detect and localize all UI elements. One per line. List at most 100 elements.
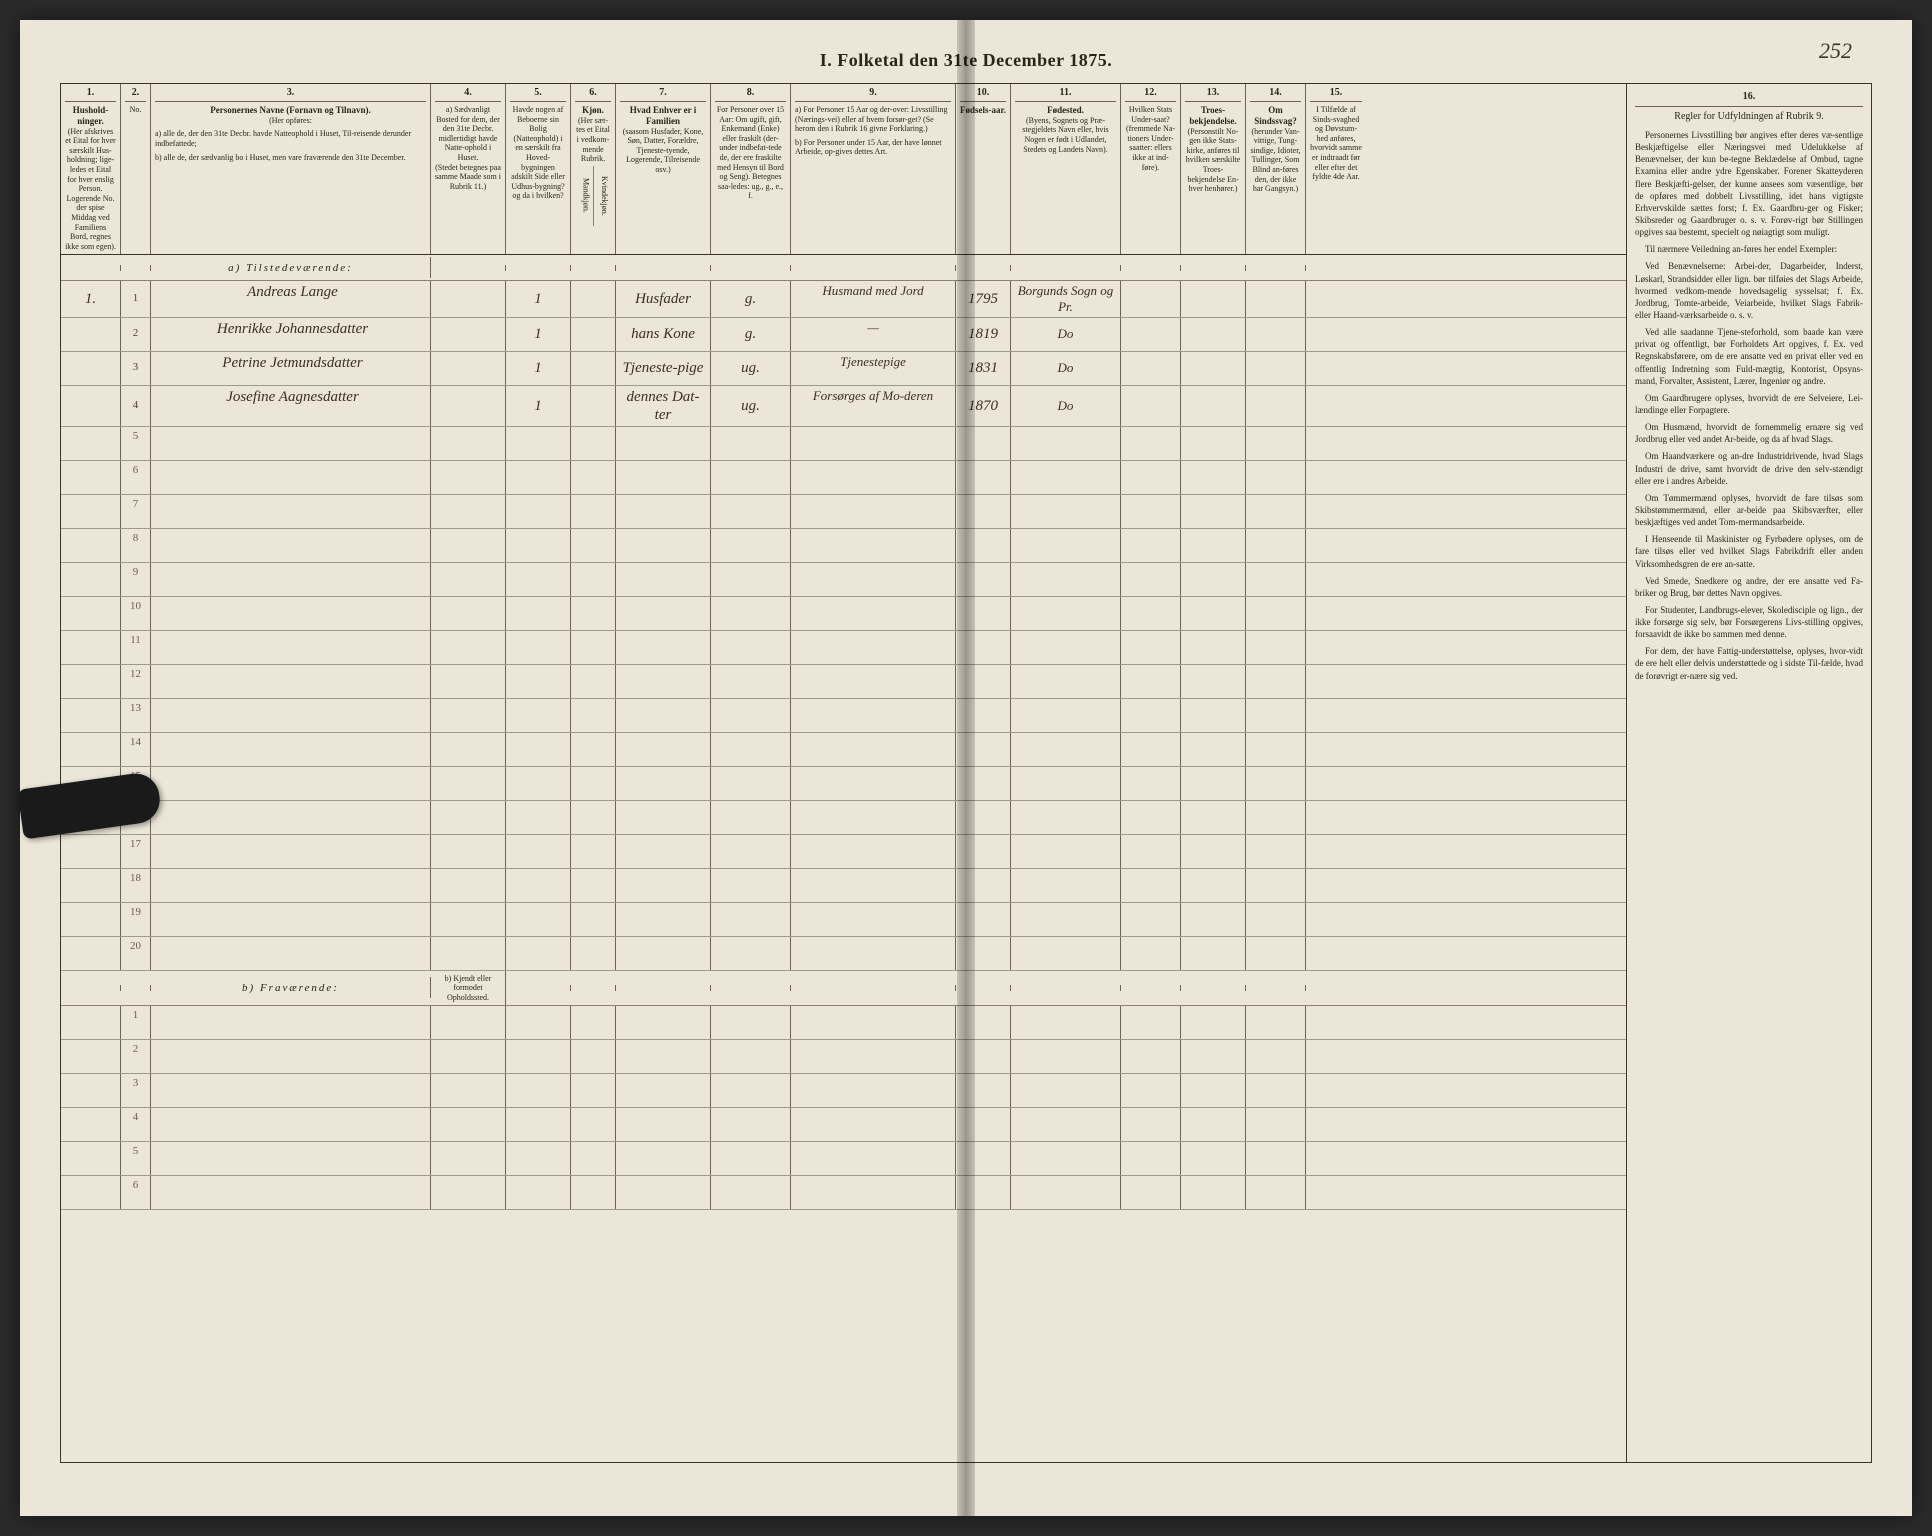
col-label: Havde nogen af Beboerne sin Bolig (Natte…	[510, 105, 566, 201]
col-4-header: 4. a) Sædvanligt Bosted for dem, der den…	[431, 84, 506, 254]
cell-no: 4	[121, 1108, 151, 1141]
empty-rows-b: 1 2	[61, 1006, 1626, 1210]
instructions-body: Personernes Livsstilling bør angives eft…	[1635, 129, 1863, 682]
instruction-paragraph: For Studenter, Landbrugs-elever, Skoledi…	[1635, 604, 1863, 640]
cell-13	[1181, 352, 1246, 385]
cell-5: 1	[506, 386, 571, 426]
table-row: 4 Josefine Aagnesdatter 1 dennes Dat-ter…	[61, 386, 1626, 427]
cell-no: 1	[121, 281, 151, 316]
col-num: 9.	[795, 87, 951, 102]
cell-occupation: Husmand med Jord	[791, 281, 956, 316]
col-num: 7.	[620, 87, 706, 102]
instruction-paragraph: Om Tømmermænd oplyses, hvorvidt de fare …	[1635, 492, 1863, 528]
cell-6	[571, 386, 616, 426]
page-title: I. Folketal den 31te December 1875.	[60, 50, 1872, 71]
instruction-paragraph: Ved alle saadanne Tjene-steforhold, som …	[1635, 326, 1863, 387]
cell-13	[1181, 318, 1246, 351]
cell-12	[1121, 281, 1181, 316]
cell-no: 7	[121, 495, 151, 528]
col-sub: (Stedet betegnes paa samme Maade som i R…	[435, 163, 501, 192]
table-row: 1	[61, 1006, 1626, 1040]
table-row: 17	[61, 835, 1626, 869]
col-6-m: Mandkjøn.	[575, 166, 594, 226]
cell-family: Tjeneste-pige	[616, 352, 711, 385]
col-num: 8.	[715, 87, 786, 102]
table-row: 6	[61, 461, 1626, 495]
cell-marital: g.	[711, 318, 791, 351]
table-row: 5	[61, 1142, 1626, 1176]
cell-birthplace: Do	[1011, 318, 1121, 351]
col-sub: (Her sæt-tes et Eital i vedkom-mende Rub…	[575, 116, 611, 164]
col-num: 12.	[1125, 87, 1176, 102]
cell-6	[571, 281, 616, 316]
col-15-header: 15. I Tilfælde af Sinds-svaghed og Døvst…	[1306, 84, 1366, 254]
col-1-header: 1. Hushold-ninger. (Her afskrives et Eit…	[61, 84, 121, 254]
col-label: a) Sædvanligt Bosted for dem, der den 31…	[435, 105, 501, 163]
col-16-num: 16.	[1635, 90, 1863, 107]
col-label: Hvad Enhver er i Familien	[620, 105, 706, 127]
cell-5: 1	[506, 318, 571, 351]
cell-no: 18	[121, 869, 151, 902]
table-row: 20	[61, 937, 1626, 971]
table-row: 4	[61, 1108, 1626, 1142]
table-row: 16	[61, 801, 1626, 835]
instruction-paragraph: Personernes Livsstilling bør angives eft…	[1635, 129, 1863, 238]
cell-name: Josefine Aagnesdatter	[151, 386, 431, 426]
col-num: 3.	[155, 87, 426, 102]
col-label-a: a) For Personer 15 Aar og der-over: Livs…	[795, 105, 951, 134]
cell-household	[61, 352, 121, 385]
cell-no: 12	[121, 665, 151, 698]
cell-no: 9	[121, 563, 151, 596]
cell-12	[1121, 386, 1181, 426]
table-row: 1. 1 Andreas Lange 1 Husfader g. Husmand…	[61, 281, 1626, 317]
col-12-header: 12. Hvilken Stats Under-saat? (fremmede …	[1121, 84, 1181, 254]
cell-4	[431, 386, 506, 426]
cell-15	[1306, 281, 1366, 316]
col-label-b: b) For Personer under 15 Aar, der have l…	[795, 138, 951, 157]
table-row: 2 Henrikke Johannesdatter 1 hans Kone g.…	[61, 318, 1626, 352]
col-sub: (Her afskrives et Eital for hver særskil…	[65, 127, 116, 252]
cell-no: 14	[121, 733, 151, 766]
col-13-header: 13. Troes-bekjendelse. (Personstilt No-g…	[1181, 84, 1246, 254]
cell-no: 20	[121, 937, 151, 970]
col-label: Fødested.	[1015, 105, 1116, 116]
cell-13	[1181, 281, 1246, 316]
cell-5: 1	[506, 281, 571, 316]
cell-family: Husfader	[616, 281, 711, 316]
cell-no: 17	[121, 835, 151, 868]
instruction-paragraph: For dem, der have Fattig-understøttelse,…	[1635, 645, 1863, 681]
col-2-header: 2. No.	[121, 84, 151, 254]
cell-no: 10	[121, 597, 151, 630]
table-row: 9	[61, 563, 1626, 597]
instruction-paragraph: Om Gaardbrugere oplyses, hvorvidt de ere…	[1635, 392, 1863, 416]
col-sub-a: a) alle de, der den 31te Decbr. havde Na…	[155, 129, 426, 148]
cell-name: Petrine Jetmundsdatter	[151, 352, 431, 385]
cell-6	[571, 352, 616, 385]
table-body: a) Tilstedeværende: 1. 1 Andreas Lang	[61, 255, 1626, 1462]
cell-no: 2	[121, 1040, 151, 1073]
col-num: 2.	[125, 87, 146, 102]
table-row: 5	[61, 427, 1626, 461]
table-row: 2	[61, 1040, 1626, 1074]
cell-no: 11	[121, 631, 151, 664]
cell-5: 1	[506, 352, 571, 385]
col-label: I Tilfælde af Sinds-svaghed og Døvstum-h…	[1310, 105, 1362, 182]
cell-no: 1	[121, 1006, 151, 1039]
col-num: 10.	[960, 87, 1006, 102]
table-row: 7	[61, 495, 1626, 529]
cell-no: 6	[121, 1176, 151, 1209]
right-instructions: 16. Regler for Udfyldningen af Rubrik 9.…	[1626, 84, 1871, 1462]
col-num: 5.	[510, 87, 566, 102]
cell-12	[1121, 318, 1181, 351]
cell-14	[1246, 352, 1306, 385]
cell-occupation: Forsørges af Mo-deren	[791, 386, 956, 426]
col-num: 15.	[1310, 87, 1362, 102]
col-8-header: 8. For Personer over 15 Aar: Om ugift, g…	[711, 84, 791, 254]
section-b-text: b) Fraværende:	[151, 977, 431, 998]
col-6-k: Kvindekjøn.	[594, 166, 612, 226]
table-row: 3	[61, 1074, 1626, 1108]
table-row: 10	[61, 597, 1626, 631]
cell-birthplace: Borgunds Sogn og Pr.	[1011, 281, 1121, 316]
col-label: For Personer over 15 Aar: Om ugift, gift…	[715, 105, 786, 201]
col-5-header: 5. Havde nogen af Beboerne sin Bolig (Na…	[506, 84, 571, 254]
